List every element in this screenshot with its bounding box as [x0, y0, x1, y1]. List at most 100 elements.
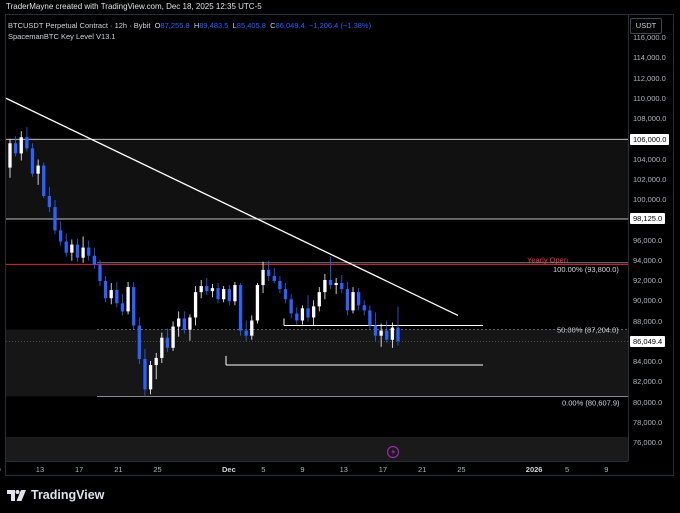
candle-body — [8, 143, 12, 168]
candle — [238, 283, 243, 336]
candle-body — [312, 306, 316, 318]
candle — [81, 236, 85, 263]
candle-body — [255, 285, 260, 321]
price-tick: 88,000.0 — [633, 316, 663, 326]
candle — [58, 221, 63, 246]
price-tick: 90,000.0 — [633, 296, 663, 306]
time-tick: Dec — [222, 465, 236, 474]
candle — [289, 294, 293, 319]
candle-body — [126, 287, 130, 312]
candle-body — [238, 285, 243, 331]
time-tick: 9 — [300, 465, 305, 474]
candle — [227, 285, 231, 306]
candle-body — [160, 337, 164, 358]
price-tick: 110,000.0 — [633, 93, 666, 103]
price-tick: 108,000.0 — [633, 114, 667, 123]
candle-body — [210, 288, 215, 292]
candle — [8, 139, 12, 178]
candle — [87, 240, 91, 261]
candle-body — [64, 241, 68, 253]
candle — [199, 279, 203, 299]
candle-body — [154, 357, 158, 366]
high-label: H — [193, 21, 200, 30]
candle — [36, 159, 40, 185]
candle — [379, 323, 383, 347]
candle-body — [227, 289, 231, 302]
close-label: C — [270, 21, 276, 30]
price-tick: 76,000.0 — [633, 438, 663, 447]
time-tick: 9 — [0, 465, 1, 474]
candle — [300, 305, 305, 325]
candle-body — [115, 290, 119, 304]
time-tick: 17 — [378, 465, 388, 474]
time-tick: 21 — [418, 465, 427, 474]
price-level-label: 106,000.0 — [630, 133, 670, 145]
price-tick: 114,000.0 — [633, 53, 666, 63]
symbol-title[interactable]: BTCUSDT Perpetual Contract · 12h · Bybit — [8, 21, 151, 30]
candle-body — [283, 289, 288, 300]
time-tick: 25 — [457, 465, 466, 474]
candle — [13, 136, 18, 157]
price-tick: 80,000.0 — [633, 397, 663, 407]
chart-credit: TraderMayne created with TradingView.com… — [6, 2, 262, 11]
time-tick: 21 — [114, 465, 123, 474]
candle-body — [272, 275, 276, 281]
candle-body — [36, 165, 40, 174]
candle — [272, 267, 276, 284]
candle — [25, 127, 29, 152]
candle-body — [216, 288, 220, 300]
time-axis[interactable] — [5, 461, 628, 477]
candle-body — [92, 255, 96, 265]
candle — [334, 277, 338, 295]
price-tick: 112,000.0 — [633, 73, 666, 83]
fib-50-label: 50.00% (87,204.0) — [557, 326, 619, 335]
price-tick: 92,000.0 — [633, 276, 663, 285]
candle — [312, 300, 316, 326]
candle — [362, 300, 366, 316]
candle — [115, 282, 119, 308]
candle-body — [368, 310, 372, 326]
candle-body — [109, 290, 113, 299]
candle-body — [295, 313, 299, 321]
candle — [306, 295, 310, 322]
candle — [143, 348, 147, 397]
candle-body — [19, 137, 23, 154]
candle-body — [340, 283, 344, 290]
candle-body — [58, 230, 63, 242]
candles — [8, 127, 400, 397]
fib-100-label: 100.00% (93,800.0) — [553, 265, 619, 274]
candle-body — [30, 148, 35, 174]
candle-body — [81, 247, 85, 258]
band-lower — [6, 329, 628, 397]
price-tick: 94,000.0 — [633, 255, 663, 265]
price-tick: 84,000.0 — [633, 357, 663, 366]
legend-row: BTCUSDT Perpetual Contract · 12h · Bybit… — [8, 20, 371, 31]
price-tick: 116,000.0 — [633, 33, 666, 42]
indicator-name[interactable]: SpacemanBTC Key Level V13.1 — [8, 32, 116, 41]
candle-body — [334, 283, 338, 286]
price-tick: 96,000.0 — [633, 235, 663, 245]
price-axis[interactable] — [628, 14, 675, 461]
open-value: 87,255.8 — [160, 21, 190, 30]
candle-body — [53, 207, 57, 231]
currency-button[interactable]: USDT — [630, 18, 662, 34]
candle-body — [373, 325, 378, 336]
candle — [177, 311, 181, 337]
candle — [120, 294, 125, 316]
candle — [317, 287, 321, 312]
candle-body — [199, 286, 203, 293]
candle — [345, 282, 350, 316]
candle-body — [351, 292, 355, 311]
candle-body — [120, 303, 125, 312]
candle-body — [328, 279, 333, 286]
high-value: 89,483.5 — [199, 21, 229, 30]
candle-body — [188, 317, 192, 330]
candle — [132, 282, 136, 330]
candle — [193, 286, 198, 326]
flash-icon[interactable] — [386, 445, 400, 459]
candle-body — [390, 327, 395, 340]
candle — [42, 162, 46, 198]
chart-panel[interactable] — [5, 14, 674, 476]
candle — [182, 311, 186, 334]
